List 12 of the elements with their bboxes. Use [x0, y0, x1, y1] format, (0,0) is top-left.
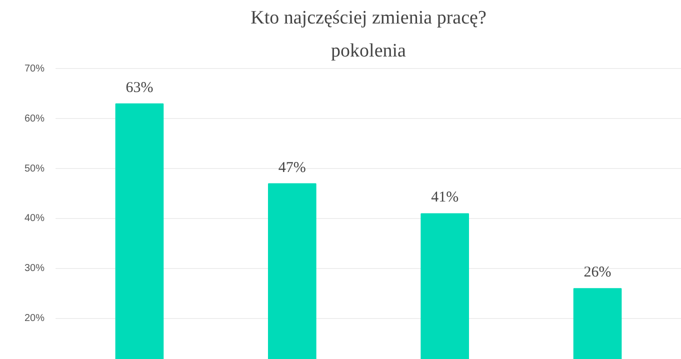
y-tick-label: 40%	[24, 213, 45, 224]
data-label: 41%	[431, 190, 459, 206]
y-tick-label: 60%	[24, 113, 45, 124]
y-tick-label: 20%	[24, 313, 45, 324]
y-tick-label: 70%	[24, 63, 45, 74]
y-tick-label: 50%	[24, 163, 45, 174]
data-label: 47%	[278, 160, 306, 176]
chart-subtitle: pokolenia	[331, 40, 407, 62]
data-label: 26%	[584, 264, 612, 281]
y-tick-label: 30%	[24, 263, 45, 274]
data-label: 63%	[126, 80, 154, 96]
chart-title: Kto najczęściej zmienia pracę?	[250, 8, 486, 28]
